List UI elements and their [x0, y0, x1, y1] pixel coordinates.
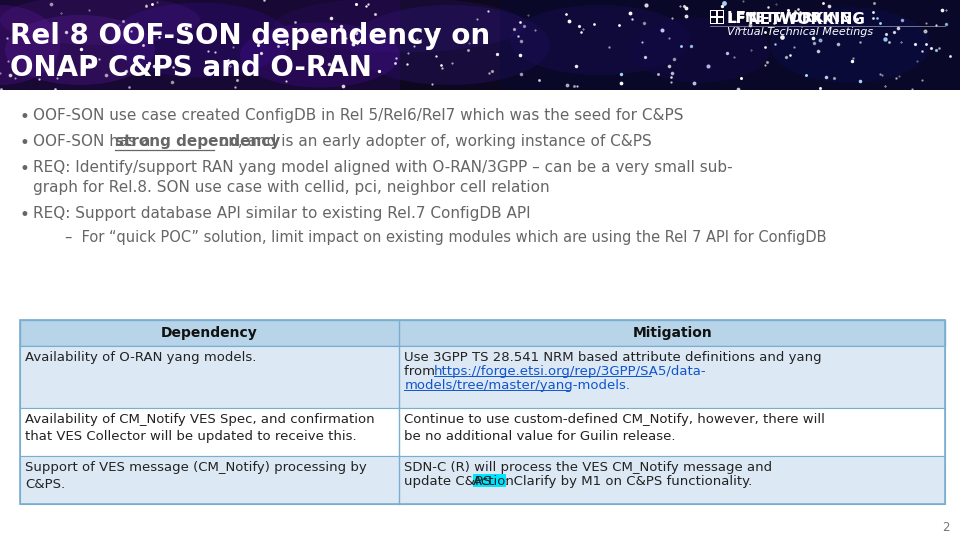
Text: ONAP C&PS and O-RAN: ONAP C&PS and O-RAN — [10, 54, 372, 82]
Bar — [473, 474, 506, 487]
Bar — [20, 320, 945, 346]
Ellipse shape — [5, 15, 155, 85]
Text: OOF-SON has a: OOF-SON has a — [33, 134, 156, 149]
Text: Use 3GPP TS 28.541 NRM based attribute definitions and yang: Use 3GPP TS 28.541 NRM based attribute d… — [404, 351, 822, 364]
Ellipse shape — [275, 0, 525, 52]
Ellipse shape — [0, 0, 200, 45]
Text: strong dependency: strong dependency — [115, 134, 280, 149]
Text: Dependency: Dependency — [161, 326, 258, 340]
Text: LF: LF — [728, 12, 746, 26]
Text: •: • — [20, 108, 30, 126]
Text: models/tree/master/yang-models.: models/tree/master/yang-models. — [404, 379, 631, 392]
Bar — [500, 0, 960, 90]
Text: REQ: Identify/support RAN yang model aligned with O-RAN/3GPP – can be a very sma: REQ: Identify/support RAN yang model ali… — [33, 160, 732, 175]
Text: on, and is an early adopter of, working instance of C&PS: on, and is an early adopter of, working … — [214, 134, 652, 149]
Bar — [0, 0, 960, 90]
Text: •: • — [20, 134, 30, 152]
Text: REQ: Support database API similar to existing Rel.7 ConfigDB API: REQ: Support database API similar to exi… — [33, 206, 531, 221]
Bar — [0, 90, 960, 540]
Text: Availability of CM_Notify VES Spec, and confirmation
that VES Collector will be : Availability of CM_Notify VES Spec, and … — [25, 413, 374, 443]
Bar — [718, 11, 723, 23]
Text: 2: 2 — [943, 521, 950, 534]
Text: https://forge.etsi.org/rep/3GPP/SA5/data-: https://forge.etsi.org/rep/3GPP/SA5/data… — [434, 365, 707, 378]
Ellipse shape — [510, 5, 690, 75]
Ellipse shape — [770, 8, 930, 83]
Ellipse shape — [0, 5, 60, 85]
Text: LFNETWORKING: LFNETWORKING — [728, 12, 866, 27]
Bar — [20, 456, 945, 504]
Text: Virtual Technical Meetings: Virtual Technical Meetings — [727, 27, 874, 37]
Text: LF: LF — [727, 11, 747, 26]
Bar — [711, 11, 716, 23]
Ellipse shape — [630, 17, 770, 83]
Text: NETWORKING: NETWORKING — [745, 11, 852, 25]
Text: •: • — [20, 206, 30, 224]
Ellipse shape — [350, 5, 550, 85]
Text: OOF-SON use case created ConfigDB in Rel 5/Rel6/Rel7 which was the seed for C&PS: OOF-SON use case created ConfigDB in Rel… — [33, 108, 684, 123]
Text: NETWORKING: NETWORKING — [748, 12, 866, 27]
Text: update C&PS.: update C&PS. — [404, 475, 500, 488]
Text: : Clarify by M1 on C&PS functionality.: : Clarify by M1 on C&PS functionality. — [505, 475, 753, 488]
Bar — [710, 10, 724, 24]
Text: Rel 8 OOF-SON dependency on: Rel 8 OOF-SON dependency on — [10, 22, 491, 50]
Bar — [0, 0, 400, 90]
Text: –  For “quick POC” solution, limit impact on existing modules which are using th: – For “quick POC” solution, limit impact… — [65, 230, 827, 245]
Text: SDN-C (R) will process the VES CM_Notify message and: SDN-C (R) will process the VES CM_Notify… — [404, 461, 773, 474]
Bar — [20, 320, 945, 504]
Text: Availability of O-RAN yang models.: Availability of O-RAN yang models. — [25, 351, 256, 364]
Text: from: from — [404, 365, 440, 378]
Text: Mitigation: Mitigation — [633, 326, 712, 340]
Bar — [711, 16, 723, 18]
Ellipse shape — [240, 23, 400, 87]
Text: Continue to use custom-defined CM_Notify, however, there will
be no additional v: Continue to use custom-defined CM_Notify… — [404, 413, 826, 443]
Text: •: • — [20, 160, 30, 178]
Ellipse shape — [110, 3, 290, 78]
Bar — [20, 346, 945, 408]
Bar — [20, 408, 945, 456]
Text: graph for Rel.8. SON use case with cellid, pci, neighbor cell relation: graph for Rel.8. SON use case with celli… — [33, 180, 550, 195]
Text: Action: Action — [473, 475, 515, 488]
Text: Support of VES message (CM_Notify) processing by
C&PS.: Support of VES message (CM_Notify) proce… — [25, 461, 367, 491]
